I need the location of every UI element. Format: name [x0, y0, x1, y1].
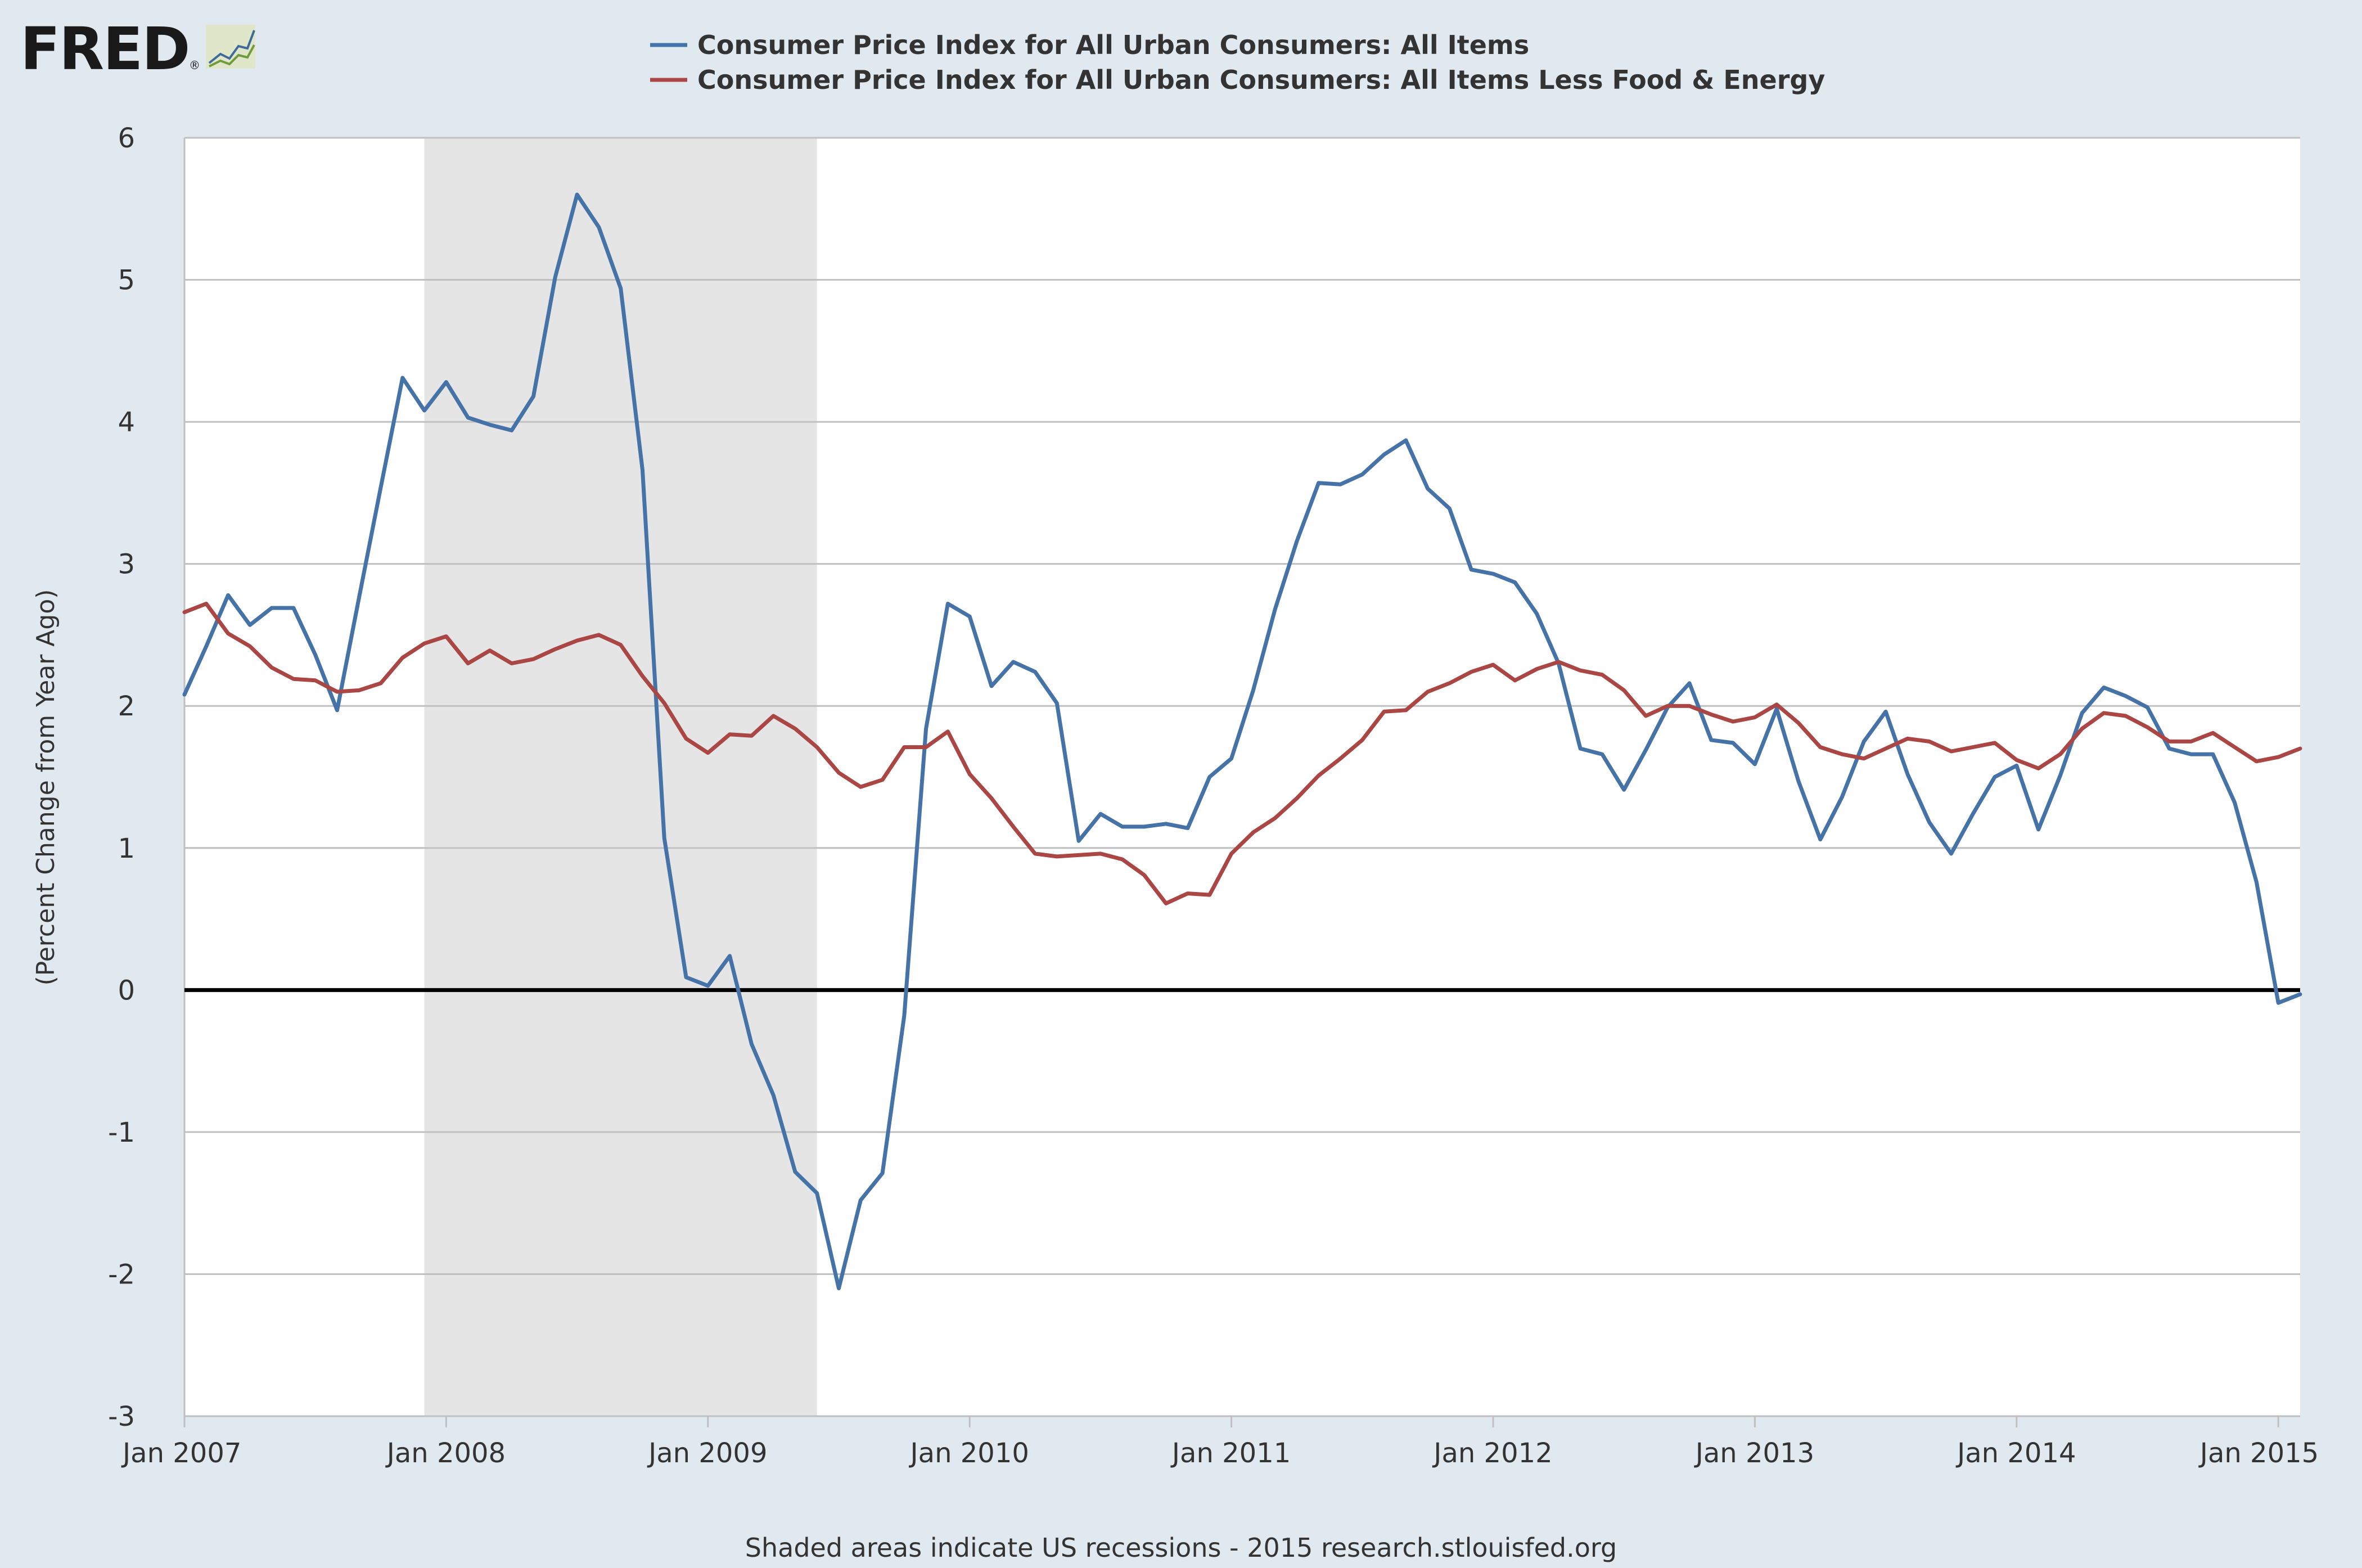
y-tick-label: 2: [118, 691, 135, 722]
series: [182, 192, 2302, 1291]
x-tick-label: Jan 2012: [1432, 1438, 1552, 1469]
legend: Consumer Price Index for All Urban Consu…: [650, 30, 1825, 95]
y-tick-label: 6: [118, 123, 135, 154]
x-tick-label: Jan 2011: [1170, 1438, 1291, 1469]
x-tick-label: Jan 2014: [1955, 1438, 2076, 1469]
recession-shading: [424, 138, 817, 1416]
recession-band: [424, 138, 817, 1416]
x-axis-ticks: Jan 2007 Jan 2008 Jan 2009 Jan 2010 Jan 2011…: [121, 1416, 2319, 1469]
fred-logo[interactable]: FRED ®: [20, 15, 255, 83]
x-tick-label: Jan 2007: [121, 1438, 241, 1469]
recession-caption: Shaded areas indicate US recessions - 20…: [745, 1533, 1617, 1563]
x-tick-label: Jan 2013: [1694, 1438, 1814, 1469]
gridlines: [183, 137, 2300, 1417]
legend-item-core[interactable]: Consumer Price Index for All Urban Consu…: [650, 65, 1825, 95]
series-line-core[interactable]: [182, 601, 2302, 905]
fred-logo-registered: ®: [189, 58, 200, 72]
fred-logo-text: FRED: [20, 15, 190, 83]
y-axis-title: (Percent Change from Year Ago): [31, 589, 60, 986]
series-line-all-items[interactable]: [182, 192, 2302, 1291]
y-tick-label: 1: [118, 833, 135, 864]
y-tick-label: -2: [108, 1259, 135, 1290]
y-tick-label: 3: [118, 549, 135, 580]
x-tick-label: Jan 2008: [385, 1438, 506, 1469]
x-tick-label: Jan 2009: [647, 1438, 767, 1469]
y-tick-label: 0: [118, 975, 135, 1006]
fred-logo-graph-icon: [206, 25, 255, 69]
y-tick-label: -1: [108, 1117, 135, 1148]
legend-label-all-items: Consumer Price Index for All Urban Consu…: [697, 30, 1529, 60]
y-tick-label: 5: [118, 265, 135, 296]
y-tick-label: -3: [108, 1401, 135, 1432]
x-tick-label: Jan 2015: [2198, 1438, 2319, 1469]
x-tick-label: Jan 2010: [909, 1438, 1029, 1469]
y-tick-label: 4: [118, 407, 135, 438]
legend-label-core: Consumer Price Index for All Urban Consu…: [697, 65, 1825, 95]
legend-item-all-items[interactable]: Consumer Price Index for All Urban Consu…: [650, 30, 1529, 60]
y-axis-ticks: -3 -2 -1 0 1 2 3 4 5 6: [108, 123, 135, 1432]
